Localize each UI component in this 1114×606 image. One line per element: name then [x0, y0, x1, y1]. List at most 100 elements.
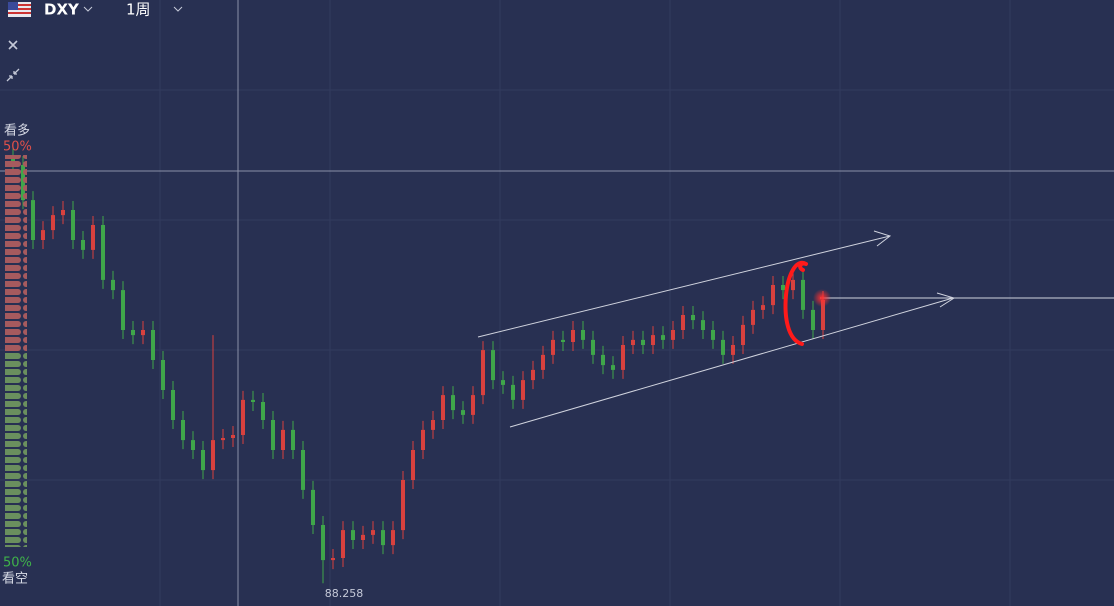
candle-body	[621, 345, 625, 370]
candle-body	[541, 354, 545, 370]
candle-body	[711, 330, 715, 340]
candle-body	[451, 395, 455, 411]
candle-body	[491, 350, 495, 381]
candle-body	[741, 324, 745, 345]
candle-body	[261, 402, 265, 420]
candle-body	[671, 330, 675, 340]
candle-body	[411, 450, 415, 480]
bull-pct: 50%	[3, 140, 32, 155]
candle-body	[701, 320, 705, 330]
bull-label: 看多	[4, 123, 30, 139]
collapse-button[interactable]	[6, 68, 20, 82]
candle-body	[511, 384, 515, 400]
symbol[interactable]: DXY	[44, 1, 80, 19]
candle-body	[501, 380, 505, 385]
candle-body	[371, 530, 375, 535]
candle-body	[311, 489, 315, 525]
candle-body	[401, 480, 405, 531]
candle-body	[51, 215, 55, 231]
candle-body	[321, 525, 325, 561]
candle-body	[811, 309, 815, 330]
symbol-dropdown[interactable]	[83, 6, 93, 12]
candle-body	[141, 330, 145, 336]
candle-body	[81, 240, 85, 250]
bear-label: 看空	[2, 571, 28, 587]
candle-body	[341, 530, 345, 558]
candle-body	[361, 534, 365, 540]
candle-body	[461, 410, 465, 415]
flag	[8, 2, 31, 17]
interval-dropdown[interactable]	[173, 6, 183, 12]
candle-body	[661, 335, 665, 340]
candle-body	[771, 285, 775, 306]
candle-body	[131, 330, 135, 336]
bear-segment	[5, 351, 27, 547]
candle-body	[611, 365, 615, 370]
candle-body	[761, 305, 765, 310]
price-glow	[813, 289, 831, 307]
candle-body	[111, 279, 115, 291]
candle-body	[431, 420, 435, 430]
bear-pct: 50%	[3, 556, 32, 571]
candle-body	[631, 339, 635, 345]
candle-body	[71, 210, 75, 240]
candle-body	[601, 354, 605, 366]
candle-body	[381, 530, 385, 546]
candle-body	[441, 395, 445, 420]
candle-body	[281, 429, 285, 450]
candle-body	[41, 230, 45, 240]
candle-body	[471, 395, 475, 415]
low-price-label: 88.258	[325, 587, 364, 600]
candle-body	[581, 330, 585, 340]
candle-body	[271, 420, 275, 450]
close-button[interactable]	[8, 40, 18, 50]
candle-body	[151, 330, 155, 360]
candle-body	[191, 440, 195, 450]
candle-body	[91, 225, 95, 250]
candle-body	[731, 345, 735, 355]
trend-channel	[477, 230, 1114, 428]
candle-body	[681, 315, 685, 330]
candle-body	[691, 315, 695, 321]
candle-body	[751, 309, 755, 325]
candle-body	[181, 420, 185, 441]
candle-body	[421, 429, 425, 450]
candle-body	[391, 530, 395, 546]
candle-body	[331, 558, 335, 561]
candle-body	[161, 360, 165, 390]
candle-body	[781, 285, 785, 291]
bull-segment	[5, 155, 27, 351]
candle-body	[31, 200, 35, 240]
candle-body	[211, 440, 215, 471]
interval[interactable]: 1周	[126, 1, 151, 19]
candle-body	[531, 369, 535, 381]
candle-body	[571, 330, 575, 342]
candle-body	[561, 339, 565, 342]
candle-body	[721, 339, 725, 355]
candle-body	[791, 279, 795, 291]
candle-body	[801, 279, 805, 310]
sentiment-bar	[5, 155, 27, 547]
candle-body	[101, 225, 105, 280]
candle-body	[521, 380, 525, 400]
candle-body	[121, 290, 125, 330]
candle-body	[241, 399, 245, 435]
candle-body	[171, 390, 175, 420]
candle-body	[351, 530, 355, 540]
candle-body	[301, 450, 305, 490]
candle-body	[231, 435, 235, 438]
candle-body	[641, 339, 645, 345]
candle-body	[251, 399, 255, 402]
candle-body	[61, 210, 65, 216]
candle-body	[481, 350, 485, 396]
candle-body	[821, 300, 825, 330]
candle-body	[291, 429, 295, 450]
candle-body	[551, 339, 555, 355]
candle-body	[651, 335, 655, 345]
candle-body	[201, 450, 205, 471]
candle-body	[221, 438, 225, 441]
